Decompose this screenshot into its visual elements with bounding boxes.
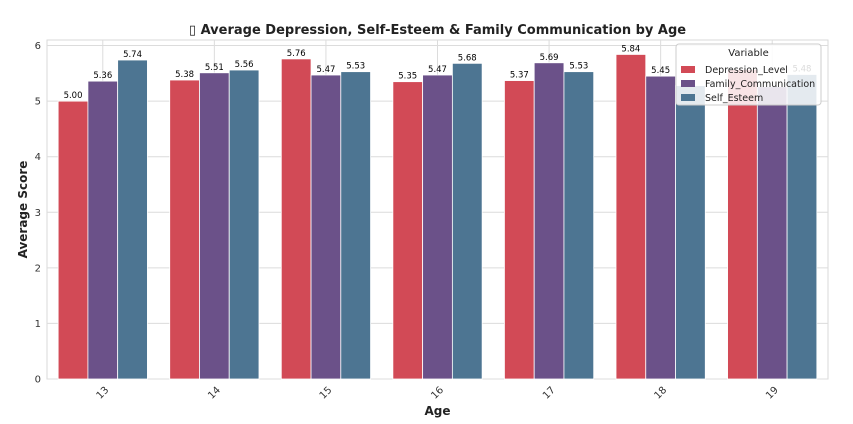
- y-tick-label: 0: [35, 375, 41, 386]
- y-tick-label: 5: [35, 97, 41, 108]
- y-tick-label: 1: [35, 319, 41, 330]
- legend-swatch: [681, 94, 695, 101]
- bar-family-communication-14: [199, 72, 230, 380]
- bar-depression-level-17: [504, 80, 535, 380]
- bar-depression-level-19: [727, 69, 758, 380]
- legend-swatch: [681, 80, 695, 87]
- x-tick-label: 19: [764, 385, 781, 402]
- bar-value-label: 5.00: [64, 91, 83, 101]
- bar-family-communication-18: [645, 75, 676, 380]
- bar-depression-level-14: [169, 79, 200, 380]
- bar-self-esteem-15: [340, 71, 371, 380]
- bar-family-communication-13: [87, 80, 119, 380]
- bar-depression-level-16: [392, 81, 424, 380]
- bar-value-label: 5.56: [235, 60, 254, 70]
- bar-value-label: 5.38: [175, 70, 194, 80]
- bar-value-label: 5.74: [123, 50, 142, 60]
- bar-value-label: 5.45: [651, 66, 670, 76]
- bar-depression-level-18: [615, 54, 647, 380]
- legend-item-label: Depression_Level: [705, 65, 788, 76]
- bar-value-label: 5.69: [540, 53, 559, 63]
- y-tick-label: 3: [35, 208, 41, 219]
- bar-value-label: 5.76: [287, 49, 306, 59]
- bar-self-esteem-13: [117, 59, 148, 380]
- legend-item-label: Family_Communication: [705, 79, 815, 90]
- x-tick-label: 16: [429, 385, 446, 402]
- y-tick-label: 2: [35, 263, 41, 274]
- bar-value-label: 5.47: [428, 65, 447, 75]
- bar-family-communication-16: [422, 74, 453, 380]
- legend-item-label: Self_Esteem: [705, 93, 763, 104]
- bar-self-esteem-18: [675, 85, 706, 380]
- x-tick-label: 17: [541, 385, 558, 402]
- bar-value-label: 5.47: [316, 65, 335, 75]
- bar-value-label: 5.37: [510, 71, 529, 81]
- bar-value-label: 5.84: [621, 44, 640, 54]
- bar-value-label: 5.36: [93, 71, 112, 81]
- chart-title: ▯ Average Depression, Self-Esteem & Fami…: [189, 23, 686, 38]
- bar-value-label: 5.53: [346, 62, 365, 72]
- legend-box: [675, 43, 822, 106]
- bar-depression-level-15: [280, 58, 312, 380]
- bar-value-label: 5.68: [458, 53, 477, 63]
- bar-value-label: 5.35: [398, 72, 417, 82]
- bar-family-communication-19: [756, 86, 788, 380]
- bar-self-esteem-16: [451, 62, 483, 380]
- bar-self-esteem-14: [228, 69, 260, 380]
- x-tick-label: 18: [652, 385, 669, 402]
- x-tick-label: 14: [206, 385, 223, 402]
- y-tick-label: 4: [35, 152, 41, 163]
- y-axis-title: Average Score: [16, 161, 30, 259]
- y-tick-label: 6: [35, 41, 41, 52]
- bar-value-label: 5.51: [205, 63, 224, 73]
- bar-self-esteem-17: [563, 71, 595, 380]
- bar-family-communication-15: [310, 74, 342, 380]
- legend: Variable Depression_Level Family_Communica…: [675, 43, 822, 106]
- x-tick-label: 13: [95, 385, 112, 402]
- x-tick-label: 15: [318, 385, 335, 402]
- x-axis-title: Age: [424, 404, 450, 418]
- bar-self-esteem-19: [786, 74, 818, 380]
- legend-title: Variable: [728, 48, 769, 59]
- legend-swatch: [681, 66, 695, 73]
- bar-depression-level-13: [57, 100, 89, 380]
- bar-family-communication-17: [533, 62, 565, 380]
- bar-value-label: 5.53: [569, 62, 588, 72]
